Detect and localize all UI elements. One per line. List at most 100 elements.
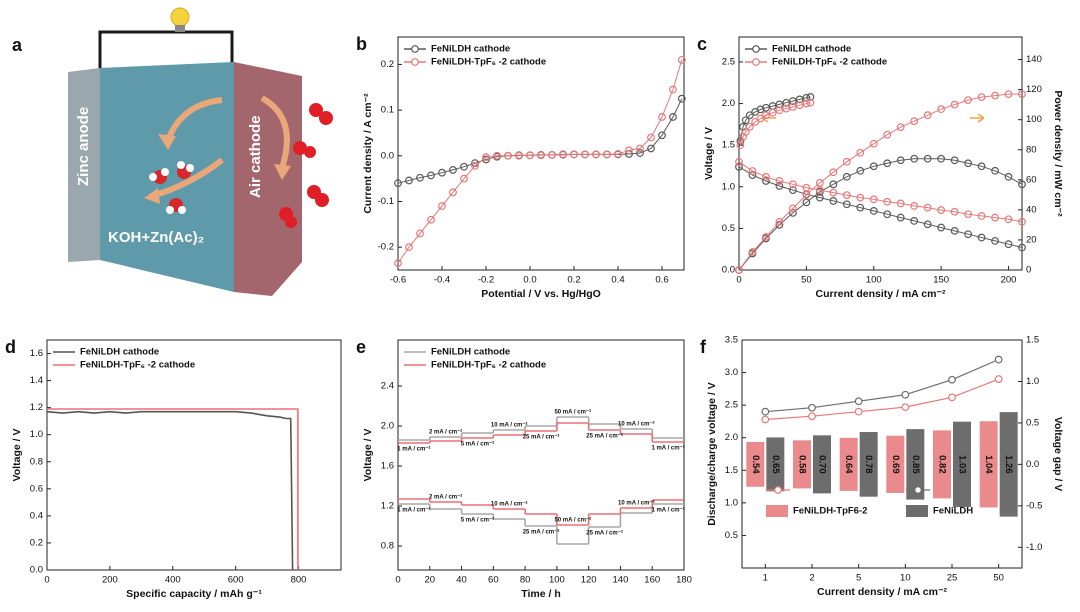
point [802,93,811,102]
point [427,171,435,180]
point [537,151,545,160]
step-label: 10 mA / cm⁻² [491,501,528,508]
point [745,111,754,120]
bar [766,437,785,492]
point [394,179,402,188]
point [761,415,770,424]
y-tick-label: -0.1 [378,196,394,207]
point [761,407,770,416]
x-tick-label: 40 [456,575,467,586]
y-tick-label: 0.4 [30,510,43,521]
x-tick-label: 0.2 [567,275,580,286]
point [896,199,905,208]
series-line [46,410,294,571]
legend-label: FeNiLDH cathode [431,347,510,358]
legend-label: FeNiLDH-TpF₆ -2 cathode [772,57,887,68]
point [438,202,446,210]
point [923,111,932,120]
y2-tick-label: 140 [1026,54,1042,65]
y2-tick-label: 1.0 [1026,376,1039,387]
point [735,162,743,171]
point [669,85,677,94]
point [762,172,770,181]
bar [979,421,998,508]
y-tick-label: 2.5 [722,56,735,67]
x-tick-label: 10 [900,573,911,584]
step-label: 1 mA / cm⁻² [651,445,684,452]
point [948,393,956,402]
point [950,226,959,235]
point [842,172,851,181]
point [1004,215,1013,224]
point [901,403,910,411]
y-tick-label: 0.5 [722,223,735,234]
step-label: 25 mA / cm⁻² [586,433,623,440]
axis-arrow [970,113,985,123]
point [937,105,946,114]
point [669,113,677,121]
bar-value-label: 0.85 [910,455,921,474]
point [394,259,402,268]
point [416,229,424,238]
panel-label: b [356,34,367,54]
x-tick-label: -0.6 [390,275,406,286]
y-tick-label: 0.0 [722,265,735,276]
point [842,157,851,166]
point [515,151,523,160]
point [856,203,865,212]
point [775,177,784,185]
y2-tick-label: 1.5 [1026,335,1039,346]
chart-panel: b -0.6 -0.4 -0.2 0.0 0.2 0.4 0.6 -0.2 -0.1 0.0 0.1 0… [356,34,686,300]
chart-panel: f1 2 5 10 25 500.51.01.52.02.53.03.5-1.0-0.50… [700,335,1064,598]
cathode-face [234,62,302,296]
point [736,141,745,150]
arrow-head [144,188,160,204]
x-tick-label: 100 [549,575,565,586]
y-tick-label: 2.0 [725,432,738,443]
y2-axis-title: Voltage gap / V [1052,417,1064,491]
point [829,180,838,189]
point [856,166,865,175]
bar-value-label: 0.69 [890,455,901,474]
point [762,233,770,241]
y-tick-label: 1.2 [30,402,43,413]
water-molecules [149,161,194,214]
point [570,150,578,159]
y-tick-label: 2.4 [381,381,394,392]
x-tick-label: -0.4 [434,275,450,286]
plot-frame [397,339,685,571]
bulb-base [175,25,185,32]
y2-axis-title: Power density / mW cm⁻² [1052,90,1064,217]
y2-tick-label: 20 [1026,234,1037,245]
point [493,151,501,160]
y-tick-label: 3.5 [725,335,738,346]
legend-label: FeNiLDH cathode [80,347,159,358]
x-tick-label: 140 [613,575,629,586]
x-axis-title: Current density / mA cm⁻² [815,288,946,300]
point [991,236,999,245]
y-axis-title: Voltage / V [11,429,23,482]
schematic: a Zinc anode Air cathode KOH+Zn(Ac)₂ [12,7,333,296]
legend-marker [752,58,760,66]
arrow [260,95,290,169]
panel-label: e [356,337,366,357]
legend-label: FeNiLDH cathode [772,44,851,55]
legend-label: FeNiLDH cathode [431,44,510,55]
x-tick-label: 1 [763,573,768,584]
y-tick-label: 0.5 [725,530,738,541]
step-label: 1 mA / cm⁻² [651,507,684,514]
x-tick-label: 50 [993,573,1004,584]
point [977,233,986,242]
series-line [47,408,299,570]
y2-tick-label: 120 [1026,84,1042,95]
chart-panel: d 0 200 400 600 800 0.0 0.2 0.4 0.6 0.8 1.0 1.2 1.4 1.… [5,337,342,600]
point [829,197,838,205]
point [950,100,959,109]
y2-tick-label: 0.0 [1026,459,1039,470]
x-axis-title: Specific capacity / mAh g⁻¹ [126,588,262,600]
x-tick-label: 200 [102,575,118,586]
plot-frame [397,36,685,271]
point [883,197,892,206]
y2-tick-label: 80 [1026,144,1037,155]
x-tick-label: 200 [1001,275,1017,286]
